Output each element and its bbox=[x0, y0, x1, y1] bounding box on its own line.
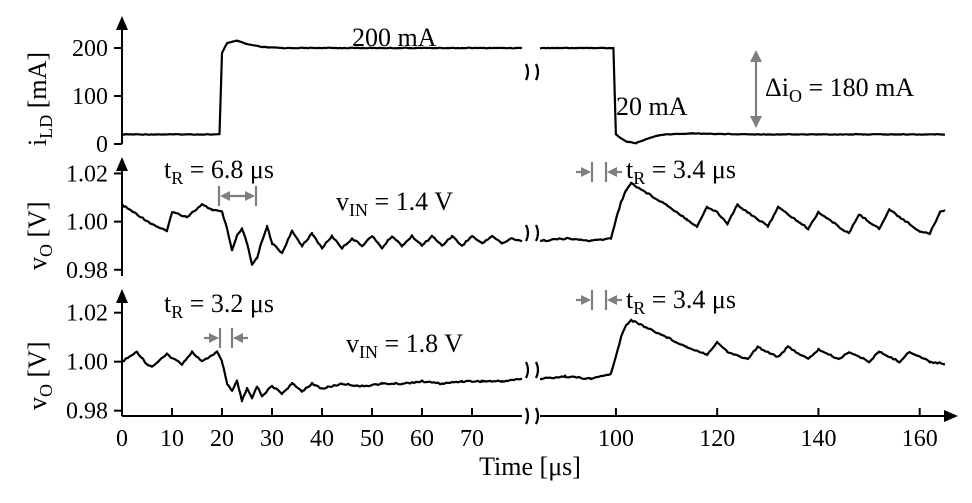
bottom-y-axis-arrow bbox=[116, 289, 128, 303]
x-axis-arrow bbox=[944, 410, 958, 422]
top-level-low-label: 20 mA bbox=[616, 92, 688, 121]
delta-arrow-head-down bbox=[750, 116, 762, 128]
bottom-ytick-label: 1.00 bbox=[66, 350, 108, 376]
x-axis-group: 0 10 20 30 40 50 60 70 100 120 140 160 Time [μs] bbox=[116, 408, 958, 481]
bottom-panel: 0.98 1.00 1.02 vO [V] tR = 3.2 μs tR = 3.4… bbox=[23, 285, 946, 425]
delta-arrow-head-up bbox=[750, 50, 762, 62]
bottom-tr-right-arrow-r bbox=[607, 295, 617, 305]
bottom-break-mark-right bbox=[535, 361, 540, 379]
axis-break-marks bbox=[525, 62, 540, 426]
top-ylabel: iLD [mA] bbox=[23, 52, 56, 146]
top-break-mark-right bbox=[535, 63, 540, 81]
bottom-ylabel: vO [V] bbox=[23, 341, 56, 410]
middle-trace bbox=[121, 181, 946, 266]
top-panel: 0 100 200 iLD [mA] 200 mA 20 mA ΔiO = 180 … bbox=[23, 16, 946, 158]
middle-y-axis-arrow bbox=[116, 157, 128, 171]
top-level-high-label: 200 mA bbox=[352, 23, 437, 52]
top-ytick-label: 200 bbox=[72, 36, 108, 62]
top-break-gap bbox=[526, 62, 536, 82]
x-axis-break-gap bbox=[526, 406, 536, 426]
bottom-tr-right-label: tR = 3.4 μs bbox=[626, 285, 736, 318]
bottom-tr-left-label: tR = 3.2 μs bbox=[164, 289, 274, 322]
x-tick-label: 100 bbox=[598, 426, 634, 452]
x-tick-label: 30 bbox=[260, 426, 284, 452]
bottom-y-ticks: 0.98 1.00 1.02 bbox=[66, 301, 122, 425]
x-tick-label: 120 bbox=[699, 426, 735, 452]
middle-ylabel: vO [V] bbox=[23, 201, 56, 270]
middle-panel: 0.98 1.00 1.02 vO [V] tR = 6.8 μs tR = 3.4… bbox=[23, 155, 946, 284]
top-y-ticks: 0 100 200 bbox=[72, 36, 122, 158]
x-tick-label: 160 bbox=[902, 426, 938, 452]
top-break-mark-left bbox=[525, 63, 530, 81]
top-ytick-label: 100 bbox=[72, 84, 108, 110]
middle-tr-left-arrow-r bbox=[245, 191, 255, 201]
top-trace bbox=[121, 39, 946, 145]
bottom-break-gap bbox=[526, 360, 536, 380]
x-tick-label: 40 bbox=[310, 426, 334, 452]
bottom-vin-label: vIN = 1.8 V bbox=[346, 329, 463, 362]
middle-tr-left-arrow-l bbox=[220, 191, 230, 201]
bottom-ytick-label: 1.02 bbox=[66, 301, 108, 327]
top-y-axis-arrow bbox=[116, 16, 128, 30]
x-tick-label: 50 bbox=[360, 426, 384, 452]
middle-tr-left-label: tR = 6.8 μs bbox=[164, 155, 274, 188]
x-axis-break-mark-right bbox=[535, 407, 540, 425]
middle-ytick-label: 0.98 bbox=[66, 258, 108, 284]
x-axis-label: Time [μs] bbox=[479, 452, 581, 481]
x-tick-label: 0 bbox=[116, 426, 128, 452]
x-tick-label: 70 bbox=[460, 426, 484, 452]
bottom-ytick-label: 0.98 bbox=[66, 399, 108, 425]
middle-break-gap bbox=[526, 223, 536, 243]
bottom-trace bbox=[121, 318, 946, 403]
middle-tr-right-arrow-r bbox=[607, 167, 617, 177]
x-tick-label: 60 bbox=[410, 426, 434, 452]
middle-tr-right-label: tR = 3.4 μs bbox=[626, 155, 736, 188]
bottom-tr-left-arrow-l bbox=[209, 333, 219, 343]
middle-ytick-label: 1.02 bbox=[66, 161, 108, 187]
middle-vin-label: vIN = 1.4 V bbox=[336, 187, 453, 220]
bottom-break-mark-left bbox=[525, 361, 530, 379]
x-tick-label: 10 bbox=[160, 426, 184, 452]
delta-io-label: ΔiO = 180 mA bbox=[765, 73, 914, 106]
middle-tr-right-arrow-l bbox=[581, 167, 591, 177]
middle-ytick-label: 1.00 bbox=[66, 210, 108, 236]
bottom-tr-left-arrow-r bbox=[233, 333, 243, 343]
x-tick-label: 140 bbox=[800, 426, 836, 452]
bottom-tr-right-arrow-l bbox=[581, 295, 591, 305]
top-ytick-label: 0 bbox=[96, 132, 108, 158]
middle-break-mark-right bbox=[535, 224, 540, 242]
x-tick-label: 20 bbox=[210, 426, 234, 452]
middle-break-mark-left bbox=[525, 224, 530, 242]
x-axis-break-mark-left bbox=[525, 407, 530, 425]
middle-y-ticks: 0.98 1.00 1.02 bbox=[66, 161, 122, 284]
x-ticks: 0 10 20 30 40 50 60 70 100 120 140 160 bbox=[116, 408, 938, 452]
